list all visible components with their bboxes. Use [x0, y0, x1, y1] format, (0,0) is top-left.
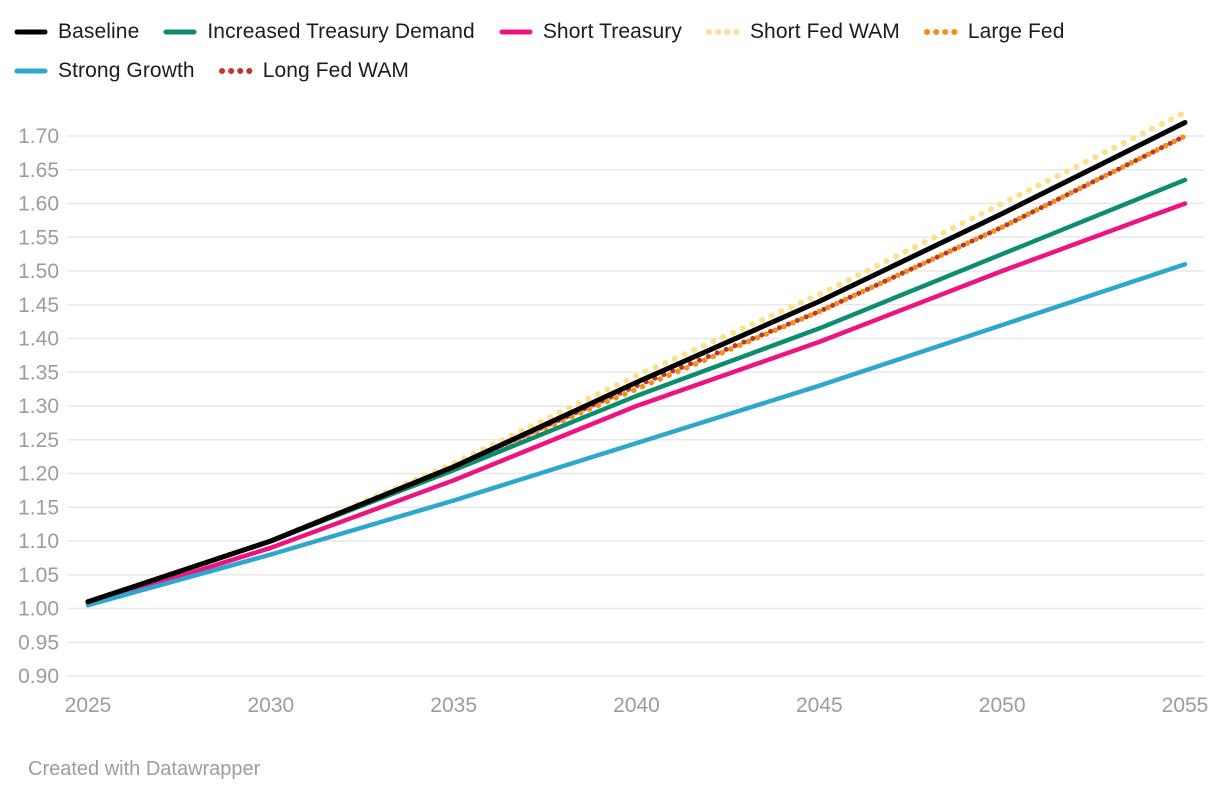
y-tick-label: 1.40: [18, 328, 59, 351]
y-tick-label: 1.30: [18, 395, 59, 418]
legend-label: Short Fed WAM: [749, 19, 900, 43]
y-tick-label: 0.95: [18, 631, 59, 654]
y-tick-label: 1.05: [18, 564, 59, 587]
y-tick-label: 1.50: [18, 260, 59, 283]
x-tick-label: 2050: [979, 694, 1026, 717]
y-tick-label: 1.15: [18, 496, 59, 519]
x-tick-label: 2025: [65, 694, 112, 717]
line-short-fed-wam: [85, 109, 1188, 605]
y-tick-label: 1.25: [18, 429, 59, 452]
y-axis-labels: 0.90 0.95 1.00 1.05 1.10 1.15 1.20 1.25 1.30 1.35…: [18, 125, 59, 688]
line-short-treasury: [85, 201, 1188, 608]
y-tick-label: 1.45: [18, 294, 59, 317]
line-increased-treasury-demand: [85, 177, 1188, 605]
legend-item-short-fed-wam: Short Fed WAM: [705, 12, 900, 51]
increased-treasury-demand-line-swatch-icon: [163, 29, 197, 34]
legend-item-short-treasury: Short Treasury: [499, 12, 682, 51]
y-tick-label: 0.90: [18, 665, 59, 688]
y-tick-label: 1.65: [18, 159, 59, 182]
chart-legend: Baseline Increased Treasury Demand Short T…: [14, 12, 1210, 90]
legend-item-baseline: Baseline: [14, 12, 139, 51]
legend-item-increased-treasury-demand: Increased Treasury Demand: [163, 12, 475, 51]
series-lines: [85, 109, 1188, 608]
line-baseline: [85, 120, 1188, 605]
strong-growth-line-swatch-icon: [14, 68, 48, 73]
x-tick-label: 2030: [247, 694, 294, 717]
legend-item-strong-growth: Strong Growth: [14, 51, 195, 90]
y-tick-label: 1.35: [18, 361, 59, 384]
x-tick-label: 2055: [1162, 694, 1209, 717]
legend-label: Strong Growth: [58, 58, 195, 82]
y-tick-label: 1.00: [18, 598, 59, 621]
legend-label: Baseline: [58, 19, 140, 43]
datawrapper-credit-link[interactable]: Created with Datawrapper: [28, 758, 261, 780]
short-treasury-line-swatch-icon: [499, 29, 533, 34]
y-tick-label: 1.60: [18, 193, 59, 216]
legend-label: Increased Treasury Demand: [207, 19, 475, 43]
x-tick-label: 2045: [796, 694, 843, 717]
legend-label: Short Treasury: [542, 19, 682, 43]
y-tick-label: 1.55: [18, 226, 59, 249]
legend-item-long-fed-wam: Long Fed WAM: [218, 51, 410, 90]
baseline-line-swatch-icon: [14, 29, 48, 34]
legend-label: Large Fed: [967, 19, 1065, 43]
line-strong-growth: [85, 262, 1188, 608]
legend-item-large-fed: Large Fed: [923, 12, 1065, 51]
line-long-fed-wam: [85, 133, 1188, 605]
y-tick-label: 1.70: [18, 125, 59, 148]
x-tick-label: 2040: [613, 694, 660, 717]
x-tick-label: 2035: [430, 694, 477, 717]
legend-label: Long Fed WAM: [262, 58, 410, 82]
y-tick-label: 1.20: [18, 463, 59, 486]
y-tick-label: 1.10: [18, 530, 59, 553]
gridlines: [67, 135, 1204, 677]
x-axis-labels: 2025 2030 2035 2040 2045 2050 2055: [65, 694, 1209, 717]
